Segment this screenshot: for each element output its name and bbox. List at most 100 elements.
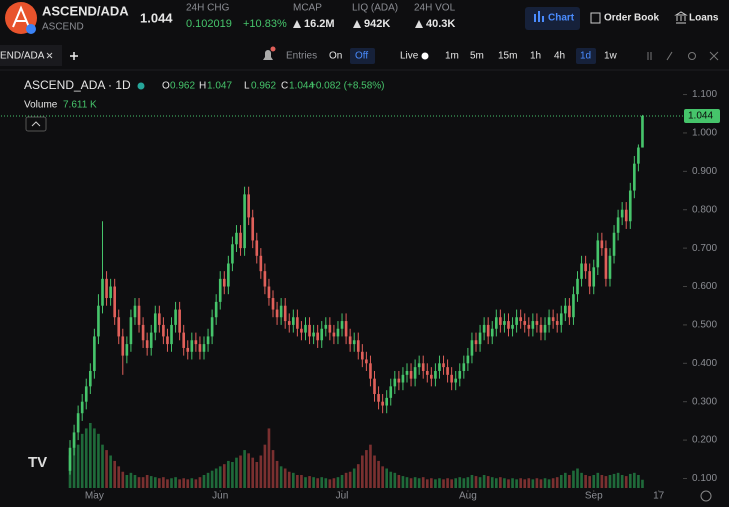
candle-body <box>494 317 498 329</box>
candle-body <box>336 328 340 337</box>
volume-title: Volume <box>24 100 58 111</box>
candle-body <box>182 332 186 348</box>
candle-body <box>564 305 567 314</box>
candle-body <box>470 340 474 356</box>
interval[interactable]: 4h <box>554 51 565 62</box>
candle-body <box>417 363 421 368</box>
candle-body <box>340 321 344 329</box>
volume-bar <box>218 466 222 488</box>
tool-icon[interactable] <box>647 52 652 60</box>
toggle-on[interactable]: On <box>329 51 342 62</box>
volume-bar <box>255 462 259 488</box>
status-dot <box>137 82 145 90</box>
candle-body <box>633 163 636 191</box>
interval[interactable]: 5m <box>470 51 484 62</box>
candle-body <box>515 317 518 325</box>
interval[interactable]: 15m <box>498 51 517 62</box>
volume-bar <box>381 466 384 488</box>
candle-body <box>194 340 198 345</box>
volume-bar <box>93 428 96 488</box>
candle-body <box>231 244 234 264</box>
y-tick-label: 0.900 <box>692 166 717 177</box>
y-tick-label: 0.400 <box>692 358 717 369</box>
tool-icon[interactable] <box>688 52 696 60</box>
live-label[interactable]: Live <box>400 51 419 62</box>
nav-order-book[interactable]: Order Book <box>604 13 659 24</box>
candle-body <box>267 286 271 299</box>
candle-body <box>568 305 571 318</box>
nav-chart[interactable]: Chart <box>548 13 575 24</box>
volume-bar <box>162 477 165 488</box>
candle-body <box>584 263 587 272</box>
volume-bar <box>608 475 612 488</box>
nav-icon <box>674 11 688 24</box>
candle-body <box>592 267 596 287</box>
candle-body <box>320 328 324 341</box>
x-tick-label: May <box>85 491 104 502</box>
volume-bar <box>373 455 376 488</box>
volume-bar <box>137 477 141 488</box>
candle-body <box>608 255 612 279</box>
interval[interactable]: 1w <box>604 51 618 62</box>
candle-body <box>202 344 206 352</box>
candle-body <box>158 313 161 325</box>
candle-body <box>628 190 632 222</box>
volume-bar <box>76 444 80 488</box>
volume-bar <box>531 479 535 488</box>
chart-title: ASCEND_ADA · 1D <box>24 78 131 92</box>
volume-bar <box>291 472 295 488</box>
volume-bar <box>279 466 283 488</box>
nav-loans[interactable]: Loans <box>689 13 719 24</box>
tab-close[interactable] <box>46 52 53 59</box>
interval[interactable]: 1m <box>445 51 459 62</box>
candle-body <box>352 340 356 345</box>
candle-body <box>523 321 527 325</box>
volume-bar <box>210 470 214 488</box>
candle-body <box>596 240 600 268</box>
volume-bar <box>300 475 303 488</box>
candle-body <box>377 394 380 402</box>
volume-bar <box>182 478 186 488</box>
volume-bar <box>466 477 470 488</box>
volume-bar <box>361 455 364 488</box>
volume-bar <box>149 476 153 488</box>
volume-bar <box>523 479 527 488</box>
tab-label[interactable]: END/ADA <box>0 51 45 62</box>
collapse-icon <box>31 121 41 127</box>
collapse-button[interactable] <box>25 116 47 132</box>
live-dot <box>421 52 429 60</box>
tool-icon[interactable] <box>666 51 673 61</box>
stat-label: MCAP <box>293 3 322 14</box>
candle-body <box>316 332 319 341</box>
ohlc-value: 0.962 <box>170 81 195 92</box>
candle-body <box>389 386 393 398</box>
candle-body <box>458 370 462 379</box>
candle-body <box>365 359 368 364</box>
tab[interactable] <box>0 45 62 66</box>
toggle-off[interactable]: Off <box>355 51 368 62</box>
add-tab[interactable] <box>70 52 78 60</box>
settings-icon[interactable] <box>700 490 712 502</box>
tool-icon[interactable] <box>709 51 719 61</box>
candle-body <box>466 355 470 364</box>
candle-body <box>616 217 620 233</box>
last-price-label: 1.044 <box>688 111 713 122</box>
candle-body <box>84 386 88 402</box>
volume-bar <box>503 478 506 488</box>
volume-bar <box>206 472 210 488</box>
candle-body <box>174 309 177 325</box>
candle-body <box>511 324 514 329</box>
interval[interactable]: 1h <box>530 51 541 62</box>
volume-bar <box>438 478 441 488</box>
volume-bar <box>620 475 624 488</box>
tv-logo: TV <box>28 454 47 471</box>
interval[interactable]: 1d <box>580 51 591 62</box>
volume-bar <box>243 450 246 488</box>
candle-body <box>214 301 218 318</box>
volume-bar <box>547 479 551 488</box>
toggle-off-bg[interactable] <box>350 48 375 64</box>
price: 1.044 <box>140 10 173 25</box>
volume-bar <box>474 476 478 488</box>
volume-bar <box>405 477 409 488</box>
